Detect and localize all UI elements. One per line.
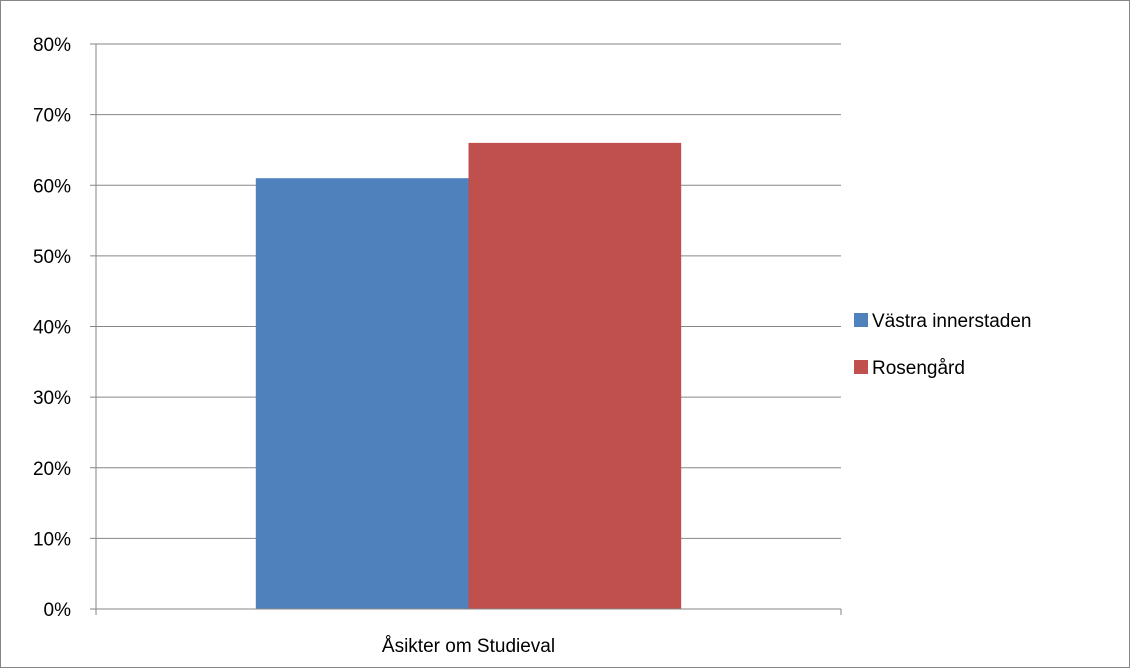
y-axis-tick-label: 60% [33,176,71,197]
bar-västra-innerstaden [255,178,469,609]
y-axis-tick-label: 10% [33,529,71,550]
axes [95,44,842,615]
y-axis-tick-label: 50% [33,247,71,268]
y-axis-tick-label: 70% [33,106,71,127]
y-axis-tick-label: 30% [33,388,71,409]
bar-rosengård [468,142,682,609]
y-axis-tick-label: 80% [33,35,71,56]
legend: Västra innerstaden Rosengård [854,311,1032,379]
y-axis-tick-label: 40% [33,318,71,339]
legend-label: Västra innerstaden [872,311,1032,332]
y-axis-tick-label: 20% [33,459,71,480]
legend-swatch [854,313,868,327]
x-axis-category-labels: Åsikter om Studieval [382,636,555,657]
legend-label: Rosengård [872,358,965,379]
x-axis-category-label: Åsikter om Studieval [382,636,555,657]
y-axis-tick-labels: 0% 10% 20% 30% 40% 50% 60% 70% 80% [33,35,71,621]
y-axis-tick-label: 0% [44,600,72,621]
bars [255,142,682,609]
legend-swatch [854,360,868,374]
